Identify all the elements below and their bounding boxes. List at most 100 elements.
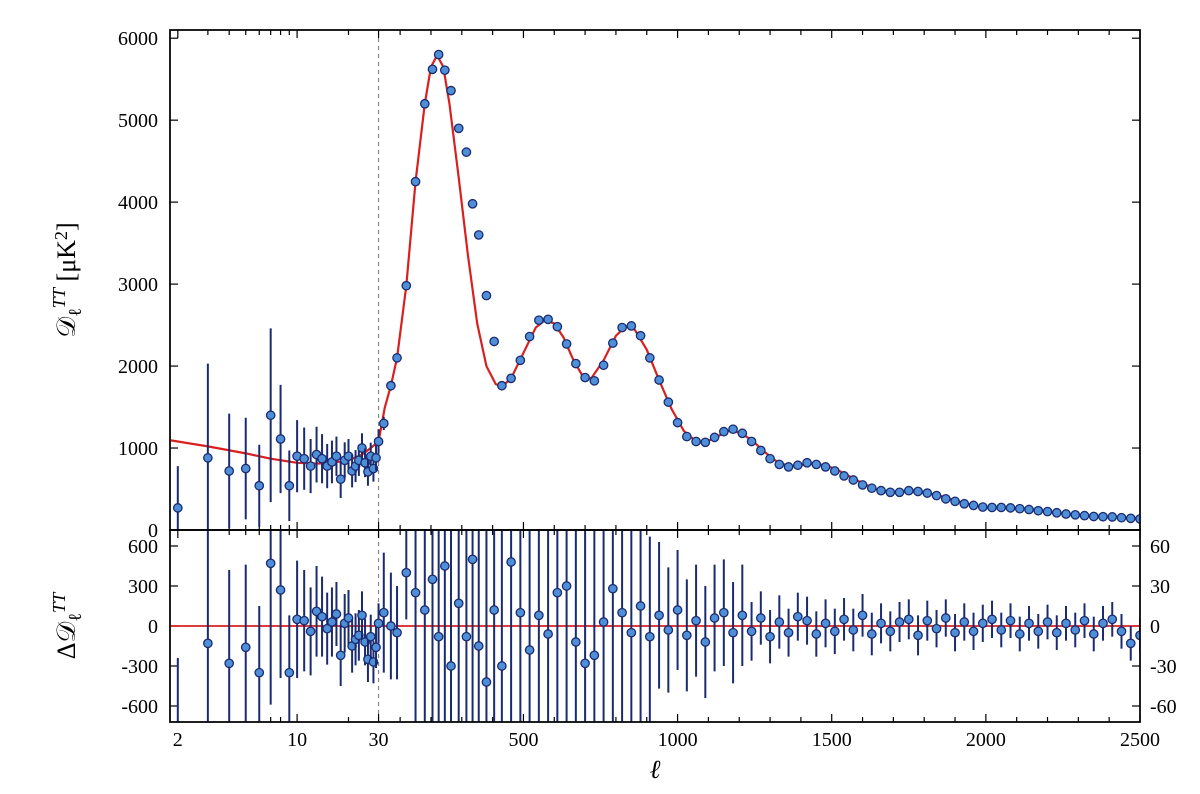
data-point	[516, 356, 524, 364]
residual-point	[997, 626, 1005, 634]
y-tick-label-top: 2000	[118, 356, 158, 378]
residual-point	[812, 630, 820, 638]
data-point	[535, 316, 543, 324]
data-point	[507, 374, 515, 382]
data-point	[692, 437, 700, 445]
cmb-spectrum-plot: 210305001000150020002500ℓ010002000300040…	[0, 0, 1200, 794]
residual-point	[775, 618, 783, 626]
residual-point	[204, 639, 212, 647]
data-point	[204, 454, 212, 462]
data-point	[475, 231, 483, 239]
data-point	[969, 501, 977, 509]
data-point	[411, 177, 419, 185]
residual-point	[988, 615, 996, 623]
data-point	[300, 454, 308, 462]
residual-point	[673, 606, 681, 614]
residual-point	[255, 668, 263, 676]
data-point	[747, 437, 755, 445]
residual-point	[1062, 619, 1070, 627]
residual-point	[525, 646, 533, 654]
residual-point	[636, 602, 644, 610]
data-point	[1034, 507, 1042, 515]
residual-point	[1043, 618, 1051, 626]
residual-point	[747, 627, 755, 635]
residual-point	[380, 608, 388, 616]
residual-point	[225, 659, 233, 667]
residual-point	[942, 614, 950, 622]
data-point	[757, 446, 765, 454]
data-point	[428, 65, 436, 73]
residual-point	[276, 586, 284, 594]
y-tick-label-bot-left: 0	[148, 616, 158, 638]
residual-point	[372, 643, 380, 651]
residual-point	[710, 614, 718, 622]
x-tick-label: 1000	[658, 729, 698, 751]
data-point	[387, 382, 395, 390]
data-point	[336, 475, 344, 483]
residual-point	[655, 611, 663, 619]
data-point	[932, 491, 940, 499]
data-point	[266, 411, 274, 419]
chart-container: 210305001000150020002500ℓ010002000300040…	[0, 0, 1200, 794]
data-point	[393, 354, 401, 362]
residual-point	[766, 632, 774, 640]
data-point	[979, 503, 987, 511]
data-point	[895, 488, 903, 496]
residual-point	[757, 614, 765, 622]
data-point	[849, 476, 857, 484]
data-point	[720, 427, 728, 435]
top-plot-content	[170, 50, 1144, 552]
data-point	[1108, 513, 1116, 521]
x-tick-label: 30	[369, 729, 389, 751]
residual-point	[411, 588, 419, 596]
y-axis-label-bottom: Δ𝒟ℓTT	[49, 591, 85, 659]
y-tick-label-bot-left: 600	[128, 536, 158, 558]
data-point	[468, 200, 476, 208]
residual-point	[490, 606, 498, 614]
data-point	[1127, 514, 1135, 522]
data-point	[942, 495, 950, 503]
data-point	[421, 100, 429, 108]
residual-point	[821, 619, 829, 627]
x-tick-label: 2000	[966, 729, 1006, 751]
data-point	[1080, 511, 1088, 519]
data-point	[646, 354, 654, 362]
y-tick-label-top: 4000	[118, 192, 158, 214]
residual-point	[387, 622, 395, 630]
y-axis-label-top: 𝒟ℓTT [μK2]	[49, 222, 85, 337]
data-point	[683, 432, 691, 440]
data-point	[174, 504, 182, 512]
data-point	[242, 464, 250, 472]
data-point	[434, 50, 442, 58]
data-point	[1025, 505, 1033, 513]
residual-point	[914, 631, 922, 639]
residual-point	[553, 588, 561, 596]
residual-point	[868, 630, 876, 638]
x-tick-label: 1500	[812, 729, 852, 751]
data-point	[255, 482, 263, 490]
y-tick-label-top: 6000	[118, 28, 158, 50]
y-tick-label-bot-right: 0	[1150, 616, 1160, 638]
data-point	[544, 315, 552, 323]
data-point	[402, 282, 410, 290]
data-point	[1053, 509, 1061, 517]
data-point	[525, 332, 533, 340]
residual-point	[306, 627, 314, 635]
data-point	[905, 486, 913, 494]
data-point	[276, 435, 284, 443]
residual-point	[609, 584, 617, 592]
data-point	[490, 337, 498, 345]
data-point	[729, 425, 737, 433]
y-tick-label-top: 1000	[118, 438, 158, 460]
residual-point	[1016, 630, 1024, 638]
data-point	[988, 503, 996, 511]
data-point	[701, 438, 709, 446]
residual-point	[535, 611, 543, 619]
data-point	[840, 472, 848, 480]
residual-point	[358, 611, 366, 619]
residual-point	[729, 628, 737, 636]
residual-point	[701, 638, 709, 646]
data-point	[794, 461, 802, 469]
data-point	[738, 429, 746, 437]
residual-point	[544, 630, 552, 638]
